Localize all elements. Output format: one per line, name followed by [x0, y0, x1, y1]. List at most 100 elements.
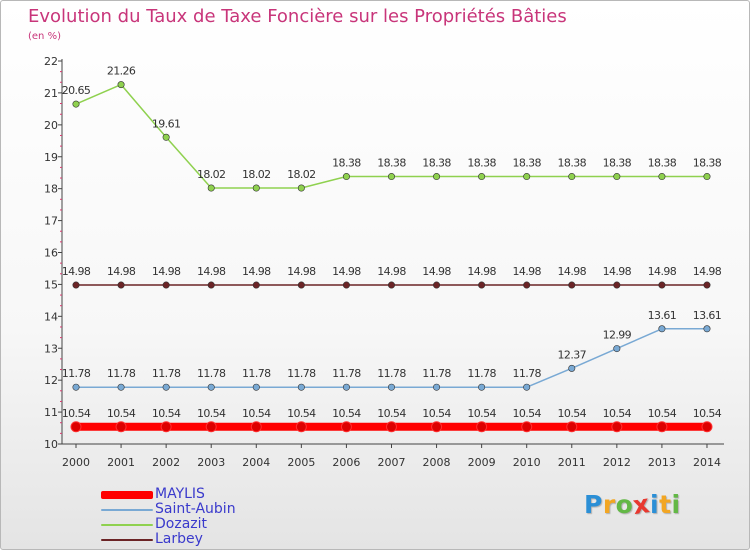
data-label-larbey: 14.98: [467, 265, 496, 278]
data-label-dozazit: 18.38: [558, 157, 587, 170]
data-label-dozazit: 18.38: [512, 157, 541, 170]
proxiti-logo: Proxiti: [584, 489, 681, 520]
legend-label: Larbey: [155, 531, 203, 547]
data-label-saint-aubin: 11.78: [107, 367, 136, 380]
legend-label: MAYLIS: [155, 486, 205, 502]
legend-item: MAYLIS: [101, 487, 236, 502]
data-point-dozazit: [117, 81, 125, 89]
data-label-larbey: 14.98: [558, 265, 587, 278]
data-point-larbey: [387, 281, 395, 289]
data-label-maylis: 10.54: [512, 407, 541, 420]
data-point-maylis: [340, 421, 352, 433]
logo-letter: t: [659, 490, 672, 519]
x-tick-label: 2004: [242, 456, 270, 469]
x-tick-label: 2003: [197, 456, 225, 469]
data-label-saint-aubin: 11.78: [512, 367, 541, 380]
data-point-dozazit: [162, 133, 170, 141]
data-label-saint-aubin: 13.61: [648, 309, 677, 322]
legend-item: Larbey: [101, 532, 236, 547]
y-tick-label: 14: [44, 310, 58, 323]
x-tick-label: 2007: [377, 456, 405, 469]
y-tick-label: 22: [44, 55, 58, 68]
data-point-maylis: [476, 421, 488, 433]
data-point-larbey: [613, 281, 621, 289]
y-tick-label: 15: [44, 278, 58, 291]
data-point-dozazit: [523, 173, 531, 181]
data-label-larbey: 14.98: [377, 265, 406, 278]
logo-letter: i: [671, 490, 681, 519]
data-label-dozazit: 18.38: [467, 157, 496, 170]
legend-label: Saint-Aubin: [155, 501, 236, 517]
data-point-saint-aubin: [387, 383, 395, 391]
data-label-larbey: 14.98: [62, 265, 91, 278]
data-point-dozazit: [613, 173, 621, 181]
data-label-saint-aubin: 11.78: [377, 367, 406, 380]
y-tick-label: 17: [44, 215, 58, 228]
data-point-saint-aubin: [342, 383, 350, 391]
data-point-saint-aubin: [252, 383, 260, 391]
y-tick-label: 19: [44, 151, 58, 164]
data-label-larbey: 14.98: [152, 265, 181, 278]
legend-swatch: [101, 538, 153, 541]
data-point-saint-aubin: [613, 345, 621, 353]
data-point-maylis: [701, 421, 713, 433]
series-line-dozazit: [75, 83, 707, 189]
data-label-maylis: 10.54: [242, 407, 271, 420]
data-point-maylis: [385, 421, 397, 433]
data-point-maylis: [115, 421, 127, 433]
data-label-saint-aubin: 11.78: [197, 367, 226, 380]
x-tick-label: 2006: [332, 456, 360, 469]
data-label-saint-aubin: 12.37: [558, 348, 587, 361]
data-point-larbey: [703, 281, 711, 289]
x-tick-label: 2008: [423, 456, 451, 469]
data-point-larbey: [478, 281, 486, 289]
data-point-maylis: [70, 421, 82, 433]
data-point-maylis: [250, 421, 262, 433]
data-point-saint-aubin: [478, 383, 486, 391]
x-tick-label: 2001: [107, 456, 135, 469]
data-label-larbey: 14.98: [332, 265, 361, 278]
data-point-maylis: [656, 421, 668, 433]
data-label-larbey: 14.98: [242, 265, 271, 278]
data-point-dozazit: [207, 184, 215, 192]
data-label-saint-aubin: 12.99: [603, 329, 632, 342]
data-label-larbey: 14.98: [107, 265, 136, 278]
data-point-saint-aubin: [72, 383, 80, 391]
y-tick-label: 13: [44, 342, 58, 355]
y-tick-label: 11: [44, 406, 58, 419]
data-point-larbey: [252, 281, 260, 289]
logo-letter: r: [602, 490, 616, 519]
data-point-larbey: [207, 281, 215, 289]
chart-title: Evolution du Taux de Taxe Foncière sur l…: [28, 6, 567, 27]
data-label-saint-aubin: 11.78: [152, 367, 181, 380]
x-tick-label: 2011: [558, 456, 586, 469]
y-tick-label: 20: [44, 119, 58, 132]
x-tick-label: 2010: [513, 456, 541, 469]
x-tick-label: 2012: [603, 456, 631, 469]
legend-swatch: [101, 490, 153, 499]
logo-letter: i: [650, 490, 660, 519]
chart-legend: MAYLIS Saint-Aubin Dozazit Larbey: [101, 487, 236, 547]
data-label-saint-aubin: 11.78: [242, 367, 271, 380]
data-label-dozazit: 19.61: [152, 117, 181, 130]
y-tick-label: 16: [44, 247, 58, 260]
x-tick-label: 2000: [62, 456, 90, 469]
data-point-maylis: [160, 421, 172, 433]
data-point-larbey: [433, 281, 441, 289]
data-label-maylis: 10.54: [558, 407, 587, 420]
y-tick-label: 21: [44, 87, 58, 100]
data-label-dozazit: 18.38: [693, 157, 722, 170]
data-label-larbey: 14.98: [603, 265, 632, 278]
legend-item: Saint-Aubin: [101, 502, 236, 517]
data-point-maylis: [431, 421, 443, 433]
x-tick-label: 2009: [468, 456, 496, 469]
x-tick-label: 2014: [693, 456, 721, 469]
legend-item: Dozazit: [101, 517, 236, 532]
legend-swatch: [101, 523, 153, 526]
data-label-dozazit: 18.38: [332, 157, 361, 170]
data-label-dozazit: 18.38: [377, 157, 406, 170]
data-label-saint-aubin: 11.78: [422, 367, 451, 380]
data-point-dozazit: [703, 173, 711, 181]
data-label-larbey: 14.98: [197, 265, 226, 278]
